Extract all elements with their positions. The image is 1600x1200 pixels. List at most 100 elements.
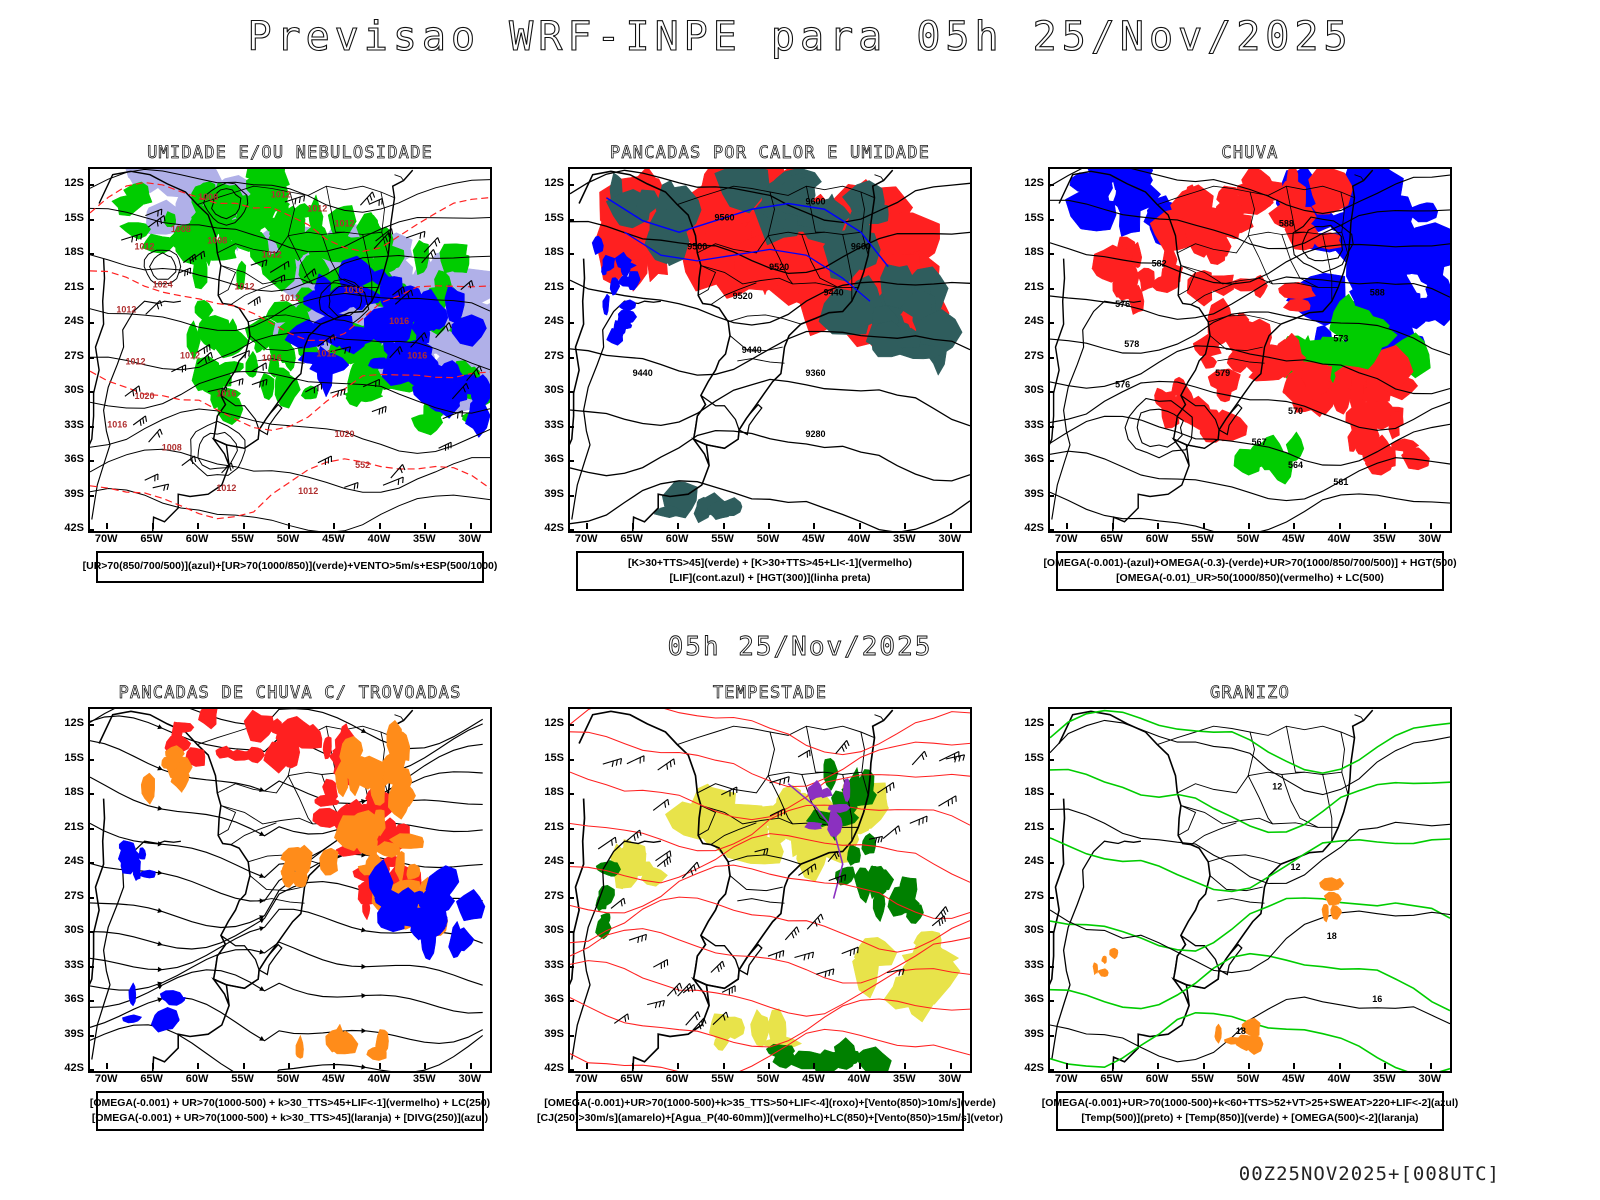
x-axis-tick-umidade-50W: 50W	[276, 533, 300, 545]
x-axis-tick-chuva-45W: 45W	[1282, 533, 1305, 545]
svg-text:1008: 1008	[207, 236, 227, 246]
x-axis-tick-pancadas-calor-55W: 55W	[711, 533, 734, 545]
y-axis-tick-chuva-42S: 42S	[1024, 522, 1044, 534]
svg-text:9360: 9360	[805, 368, 825, 378]
x-axis-tick-umidade-55W: 55W	[231, 533, 254, 545]
y-axis-tick-tempestade-36S: 36S	[544, 993, 564, 1006]
svg-text:1012: 1012	[234, 282, 254, 292]
y-axis-tick-mark	[1048, 793, 1054, 796]
x-axis-tick-granizo-40W: 40W	[1327, 1073, 1351, 1085]
y-axis-tick-mark	[568, 253, 574, 256]
panel-pancadas-calor: PANCADAS POR CALOR E UMIDADE 9600 9560 9500…	[544, 143, 972, 613]
panel-chuva: CHUVA 588 582 576 578 576 573 570 567 564 561 579 58…	[1024, 143, 1457, 613]
x-axis-tick-mark	[1202, 1063, 1205, 1069]
svg-text:9600: 9600	[851, 241, 871, 251]
legend-box-pancadas-trovoadas: [OMEGA(-0.001) + UR>70(1000-500) + k>30_…	[90, 1091, 490, 1131]
x-axis-tick-umidade-40W: 40W	[367, 533, 391, 545]
x-axis-tick-mark	[1338, 1063, 1341, 1069]
y-axis-tick-mark	[568, 322, 574, 325]
y-axis-tick-granizo-15S: 15S	[1024, 751, 1044, 764]
y-axis-tick-umidade-15S: 15S	[64, 211, 84, 224]
x-axis-tick-mark	[768, 1063, 770, 1069]
y-axis-tick-umidade-24S: 24S	[64, 315, 84, 328]
y-axis-tick-granizo-39S: 39S	[1024, 1027, 1044, 1040]
y-axis-tick-mark	[568, 1069, 574, 1071]
svg-text:552: 552	[355, 460, 370, 470]
x-axis-tick-mark	[586, 1063, 589, 1069]
y-axis-tick-mark	[1048, 862, 1054, 865]
x-axis-tick-chuva-70W: 70W	[1054, 533, 1078, 545]
y-axis-tick-chuva-30S: 30S	[1024, 384, 1044, 397]
x-axis-tick-tempestade-55W: 55W	[711, 1073, 734, 1085]
y-axis-tick-mark	[88, 1069, 94, 1071]
y-axis-tick-mark	[88, 529, 94, 531]
x-axis-tick-mark	[1066, 523, 1069, 529]
map-canvas-granizo[interactable]: 12 12 18 18 16	[1048, 707, 1452, 1073]
y-axis-tick-tempestade-24S: 24S	[544, 855, 564, 868]
x-axis-tick-mark	[151, 523, 154, 529]
x-axis-tick-mark	[1066, 1063, 1069, 1069]
x-axis-tick-pancadas-trovoadas-30W: 30W	[458, 1073, 482, 1085]
svg-text:9600: 9600	[805, 197, 825, 207]
y-axis-tick-pancadas-calor-21S: 21S	[544, 280, 564, 293]
svg-text:9280: 9280	[805, 429, 825, 439]
legend-line: [Temp(500)](preto) + [Temp(850)](verde) …	[1081, 1112, 1419, 1124]
x-axis-tick-mark	[677, 1063, 680, 1069]
y-axis-tick-tempestade-27S: 27S	[544, 889, 564, 902]
y-axis-tick-pancadas-trovoadas-12S: 12S	[64, 717, 84, 730]
y-axis-tick-mark	[568, 793, 574, 796]
x-axis-tick-chuva-40W: 40W	[1327, 533, 1351, 545]
legend-line: [K>30+TTS>45](verde) + [K>30+TTS>45+LI<-…	[628, 556, 912, 569]
y-axis-tick-mark	[88, 184, 94, 187]
map-canvas-umidade[interactable]: 1008 1012 1012 1012 1008 1012 1008 1012 1024 1012…	[88, 167, 492, 533]
y-axis-tick-pancadas-trovoadas-21S: 21S	[64, 820, 84, 833]
x-axis-tick-mark	[197, 1063, 200, 1069]
x-axis-tick-mark	[424, 523, 427, 529]
x-axis-tick-mark	[1111, 523, 1114, 529]
y-axis-tick-umidade-12S: 12S	[64, 177, 84, 190]
y-axis-tick-pancadas-trovoadas-18S: 18S	[64, 786, 84, 799]
map-canvas-pancadas-trovoadas[interactable]	[88, 707, 492, 1073]
y-axis-tick-umidade-27S: 27S	[64, 349, 84, 362]
x-axis-tick-pancadas-calor-45W: 45W	[802, 533, 825, 545]
y-axis-tick-pancadas-calor-15S: 15S	[544, 211, 564, 224]
y-axis-tick-mark	[88, 896, 94, 899]
svg-text:9520: 9520	[733, 291, 753, 301]
y-axis-tick-mark	[1048, 322, 1054, 325]
y-axis-tick-mark	[568, 862, 574, 865]
y-axis-tick-mark	[568, 827, 574, 830]
x-axis-tick-granizo-70W: 70W	[1054, 1073, 1078, 1085]
y-axis-tick-mark	[1048, 896, 1054, 899]
svg-text:579: 579	[1215, 368, 1230, 378]
svg-text:1012: 1012	[307, 204, 327, 214]
x-axis-tick-pancadas-trovoadas-65W: 65W	[140, 1073, 163, 1085]
y-axis-tick-granizo-42S: 42S	[1024, 1062, 1044, 1074]
svg-text:576: 576	[1115, 299, 1130, 309]
y-axis-tick-mark	[568, 758, 574, 761]
y-axis-tick-mark	[568, 724, 574, 727]
y-axis-tick-mark	[88, 931, 94, 934]
x-axis-tick-mark	[469, 1063, 472, 1069]
svg-text:567: 567	[1252, 437, 1267, 447]
legend-box-chuva: [OMEGA(-0.001)-(azul)+OMEGA(-0.3)-(verde…	[1043, 551, 1457, 591]
svg-text:1016: 1016	[262, 353, 282, 363]
y-axis-tick-pancadas-calor-30S: 30S	[544, 384, 564, 397]
y-axis-tick-mark	[88, 322, 94, 325]
y-axis-tick-granizo-21S: 21S	[1024, 820, 1044, 833]
map-canvas-chuva[interactable]: 588 582 576 578 576 573 570 567 564 561 579 588	[1048, 167, 1452, 533]
x-axis-tick-mark	[333, 523, 336, 529]
panel-granizo: GRANIZO 12 12 18 18 16 12S 15S 18S 21S 24S 27S 30S 33…	[1024, 683, 1458, 1153]
x-axis-tick-umidade-30W: 30W	[458, 533, 482, 545]
x-axis-tick-tempestade-70W: 70W	[574, 1073, 598, 1085]
y-axis-tick-mark	[1048, 460, 1054, 463]
svg-text:564: 564	[1288, 460, 1303, 470]
legend-line: [OMEGA(-0.001)-(azul)+OMEGA(-0.3)-(verde…	[1043, 556, 1457, 569]
x-axis-tick-mark	[1293, 1063, 1296, 1069]
x-axis-tick-mark	[1384, 523, 1387, 529]
map-canvas-tempestade[interactable]	[568, 707, 972, 1073]
x-axis-tick-mark	[813, 523, 816, 529]
x-axis-tick-mark	[333, 1063, 336, 1069]
legend-box-umidade: [UR>70(850/700/500)](azul)+[UR>70(1000/8…	[83, 551, 497, 583]
map-canvas-pancadas-calor[interactable]: 9600 9560 9500 9600 9520 9520 9440 9440 9440 9360…	[568, 167, 972, 533]
y-axis-tick-chuva-15S: 15S	[1024, 211, 1044, 224]
